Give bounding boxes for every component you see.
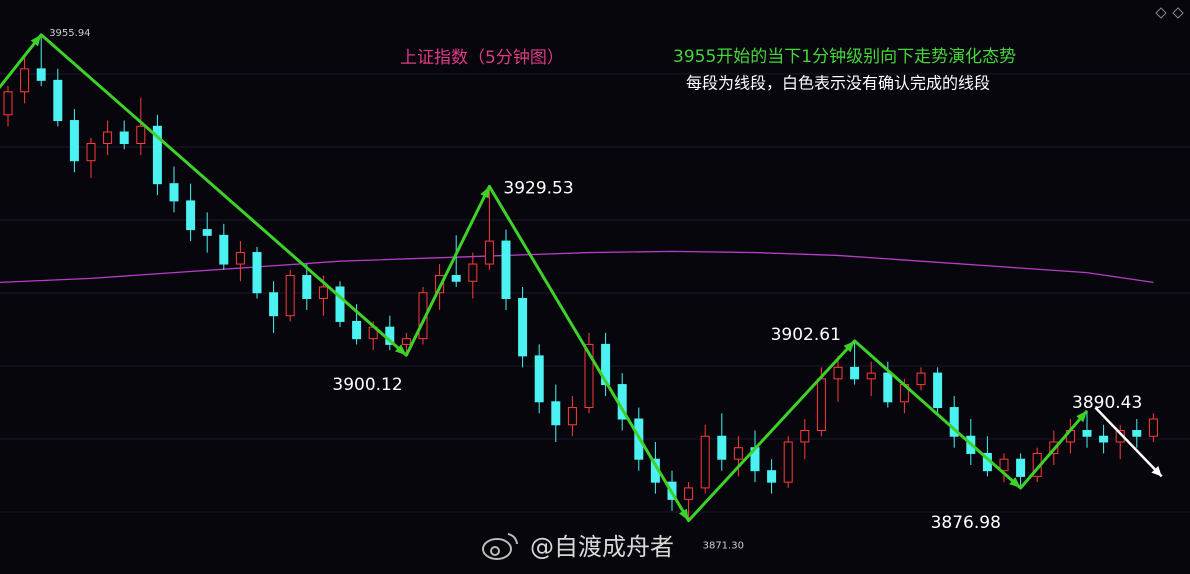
- segment-arrow: [1076, 410, 1087, 423]
- candle-body: [1016, 458, 1026, 477]
- candle-body: [866, 372, 876, 380]
- candle-body: [584, 343, 594, 409]
- candle-body: [534, 355, 544, 403]
- candle-body: [269, 292, 279, 317]
- segment-arrow: [1009, 477, 1021, 489]
- candle-body: [20, 68, 30, 93]
- watermark-logo: [482, 533, 518, 560]
- candle-body: [700, 435, 710, 489]
- segment-arrow: [678, 508, 689, 521]
- candle-body: [733, 447, 743, 460]
- candle-body: [335, 286, 345, 322]
- pivot-label: 3929.53: [503, 178, 573, 198]
- candle-body: [86, 143, 96, 162]
- candle-body: [318, 286, 328, 299]
- candle-body: [1148, 418, 1158, 437]
- candle-body: [999, 458, 1009, 472]
- candle-body: [302, 275, 312, 299]
- segment-arrow: [30, 34, 42, 47]
- candle-body: [451, 275, 461, 282]
- candle-body: [53, 79, 63, 122]
- candle-body: [186, 200, 196, 231]
- segment-arrow: [843, 340, 855, 353]
- chart-subtitle: 3955开始的当下1分钟级别向下走势演化态势: [673, 47, 1016, 67]
- candle-body: [816, 378, 826, 431]
- candle-body: [202, 229, 212, 236]
- candle-body: [435, 275, 445, 294]
- candle-body: [518, 297, 528, 357]
- pending-arrow: [1151, 465, 1162, 477]
- candle-body: [800, 430, 810, 443]
- candle-body: [285, 275, 295, 317]
- candle-body: [850, 366, 860, 380]
- candle-body: [219, 234, 229, 265]
- segment-arrow: [395, 344, 407, 356]
- segment-line: [0, 33, 1089, 523]
- segment-arrow: [480, 186, 490, 199]
- candle-body: [717, 435, 727, 460]
- candle-body: [883, 372, 893, 403]
- watermark: @自渡成舟者: [530, 533, 674, 561]
- candle-body: [484, 240, 494, 265]
- candle-body: [152, 125, 162, 185]
- candle-body: [551, 401, 561, 426]
- pending-segment: [1094, 406, 1163, 478]
- candle-body: [949, 407, 959, 437]
- moving-line: [0, 250, 1154, 284]
- pivot-label: 3871.30: [703, 541, 744, 552]
- candle-body: [36, 68, 46, 81]
- candle-body: [916, 372, 926, 386]
- chart-title: 上证指数（5分钟图）: [400, 48, 564, 68]
- candle-body: [119, 131, 129, 145]
- pivot-label: 3902.61: [771, 325, 841, 345]
- pivot-label: 3955.94: [49, 28, 90, 39]
- candle-body: [69, 120, 79, 162]
- candle-body: [684, 487, 694, 500]
- candle-body: [501, 240, 511, 299]
- candle-body: [767, 470, 777, 483]
- candle-body: [933, 372, 943, 409]
- candle-body: [169, 183, 179, 202]
- candle-body: [783, 441, 793, 483]
- candle-body: [235, 252, 245, 265]
- candle-body: [103, 131, 113, 145]
- candle-body: [567, 407, 577, 426]
- candle-body: [468, 263, 478, 282]
- pivot-label: 3890.43: [1072, 393, 1142, 413]
- candle-body: [1082, 430, 1092, 437]
- candle-body: [401, 338, 411, 345]
- window-icons: [1155, 7, 1184, 19]
- pivot-label: 3900.12: [332, 375, 402, 395]
- candle-body: [833, 366, 843, 380]
- candle-body: [252, 252, 262, 294]
- candle-body: [601, 343, 611, 386]
- pivot-label: 3876.98: [931, 513, 1001, 533]
- candle-body: [1099, 435, 1109, 443]
- candle-body: [1132, 430, 1142, 437]
- chart-note: 每段为线段，白色表示没有确认完成的线段: [686, 74, 990, 93]
- candle-body: [136, 125, 146, 144]
- candle-body: [3, 91, 13, 116]
- candle-body: [352, 320, 362, 340]
